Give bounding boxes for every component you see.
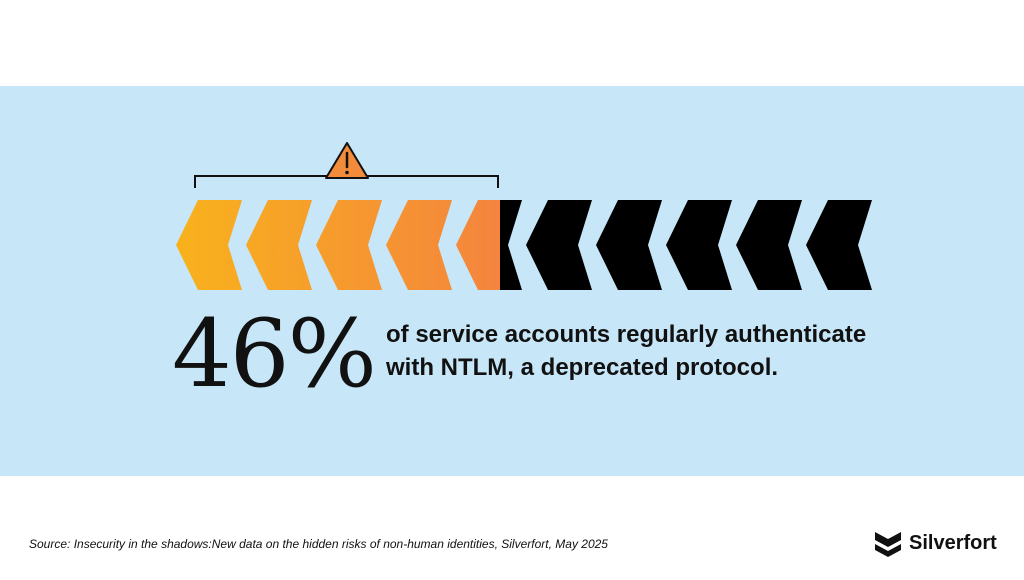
chevron-10 [806,200,872,290]
chevron-row-highlighted [176,200,500,290]
chevron-7 [596,200,662,290]
chevron-highlight-2 [246,200,312,290]
silverfort-logo-icon [875,532,901,557]
warning-triangle-icon [325,142,369,179]
stat-value: 46% [172,300,377,409]
chevron-highlight-1 [176,200,242,290]
chevron-8 [666,200,732,290]
chevron-row-rest [500,200,872,290]
source-citation: Source: Insecurity in the shadows:New da… [29,537,608,551]
brand-name: Silverfort [909,531,997,554]
stat-description: of service accounts regularly authentica… [386,321,867,381]
chevron-9 [736,200,802,290]
chevron-highlight-3 [316,200,382,290]
chevron-5 [500,200,522,290]
chevron-highlight-4 [386,200,452,290]
chevron-6 [526,200,592,290]
chevron-highlight-5 [456,200,500,290]
brand-logo: Silverfort [873,527,997,559]
